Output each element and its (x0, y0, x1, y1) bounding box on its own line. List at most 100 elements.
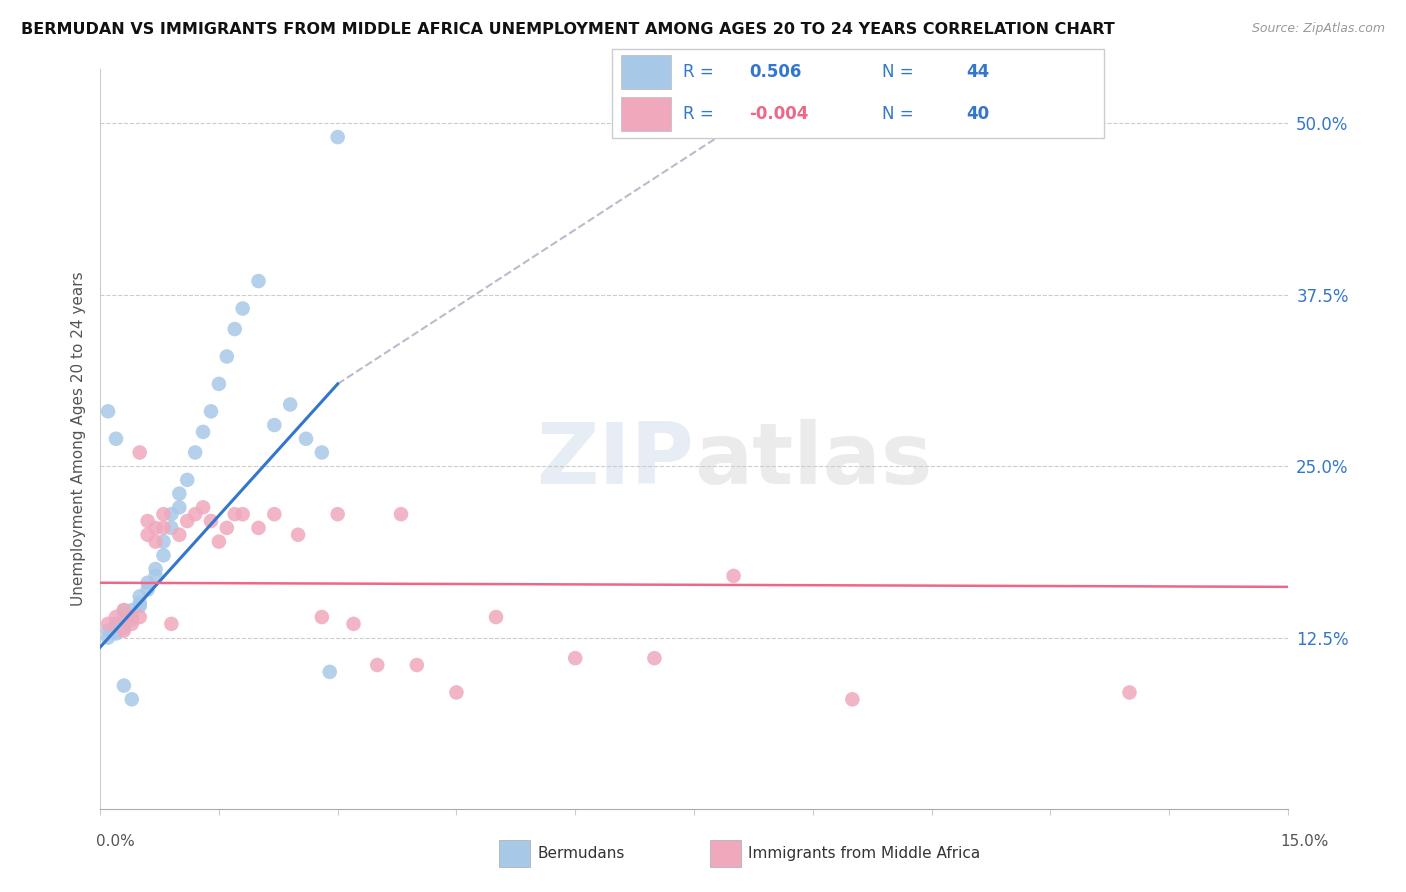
Point (121, 603, 143, 617)
Text: R =: R = (683, 63, 718, 81)
Point (215, 350, 238, 364)
Point (160, 616, 183, 631)
Point (121, 610, 143, 624)
Point (97, 616, 120, 631)
Text: N =: N = (883, 63, 920, 81)
Point (208, 376, 231, 391)
FancyBboxPatch shape (621, 97, 671, 131)
Point (104, 610, 127, 624)
Point (405, 658, 427, 673)
Point (112, 679, 135, 693)
Point (224, 507, 246, 521)
Point (112, 621, 135, 635)
Text: Source: ZipAtlas.com: Source: ZipAtlas.com (1251, 22, 1385, 36)
Point (104, 616, 127, 631)
Point (121, 613, 143, 627)
Point (841, 692, 863, 706)
Point (366, 658, 388, 673)
Point (128, 610, 150, 624)
Point (278, 397, 301, 411)
Text: Bermudans: Bermudans (537, 847, 624, 861)
Point (224, 322, 246, 336)
Text: 15.0%: 15.0% (1281, 834, 1329, 848)
Point (128, 599, 150, 613)
FancyBboxPatch shape (612, 49, 1104, 138)
Point (136, 527, 159, 541)
Point (145, 562, 167, 576)
Point (232, 507, 254, 521)
Point (112, 603, 135, 617)
Point (319, 665, 342, 679)
Point (176, 514, 198, 528)
Point (643, 651, 665, 665)
Point (263, 507, 285, 521)
Point (136, 582, 159, 597)
Text: 44: 44 (966, 63, 990, 81)
Point (176, 473, 198, 487)
Point (326, 507, 349, 521)
Text: Immigrants from Middle Africa: Immigrants from Middle Africa (748, 847, 980, 861)
Point (287, 527, 309, 541)
Point (326, 130, 349, 145)
Point (247, 521, 270, 535)
Point (191, 500, 214, 515)
Point (295, 432, 318, 446)
Point (169, 527, 191, 541)
Point (232, 301, 254, 316)
Point (200, 404, 222, 418)
Point (136, 514, 159, 528)
Point (121, 610, 143, 624)
Point (152, 521, 174, 535)
Point (184, 445, 207, 459)
Point (200, 514, 222, 528)
Text: atlas: atlas (695, 419, 932, 502)
Point (1118, 685, 1140, 699)
Point (184, 507, 207, 521)
Point (121, 692, 143, 706)
Point (145, 569, 167, 583)
Point (112, 624, 135, 638)
Point (104, 624, 127, 638)
Point (128, 590, 150, 604)
Point (160, 507, 183, 521)
Text: -0.004: -0.004 (749, 105, 808, 123)
Point (208, 534, 231, 549)
Point (485, 610, 508, 624)
Point (97, 404, 120, 418)
Text: 0.506: 0.506 (749, 63, 801, 81)
Point (247, 274, 270, 288)
Point (342, 616, 364, 631)
Point (564, 651, 586, 665)
Text: 0.0%: 0.0% (96, 834, 135, 848)
Point (97, 624, 120, 638)
FancyBboxPatch shape (621, 55, 671, 89)
Point (128, 596, 150, 610)
Point (145, 521, 167, 535)
Point (97, 631, 120, 645)
Point (446, 685, 468, 699)
Text: 40: 40 (966, 105, 988, 123)
Text: R =: R = (683, 105, 718, 123)
Point (112, 610, 135, 624)
Text: BERMUDAN VS IMMIGRANTS FROM MIDDLE AFRICA UNEMPLOYMENT AMONG AGES 20 TO 24 YEARS: BERMUDAN VS IMMIGRANTS FROM MIDDLE AFRIC… (21, 22, 1115, 37)
Point (145, 534, 167, 549)
Point (311, 610, 333, 624)
Point (128, 445, 150, 459)
Point (104, 432, 127, 446)
Point (112, 616, 135, 631)
Point (311, 445, 333, 459)
Point (389, 507, 412, 521)
Point (723, 569, 745, 583)
Point (121, 616, 143, 631)
Text: ZIP: ZIP (536, 419, 695, 502)
Point (191, 425, 214, 439)
Point (263, 418, 285, 433)
Point (152, 534, 174, 549)
Point (169, 500, 191, 515)
Point (169, 486, 191, 500)
Y-axis label: Unemployment Among Ages 20 to 24 years: Unemployment Among Ages 20 to 24 years (72, 271, 86, 606)
Text: N =: N = (883, 105, 920, 123)
Point (152, 507, 174, 521)
Point (136, 575, 159, 590)
Point (104, 626, 127, 640)
